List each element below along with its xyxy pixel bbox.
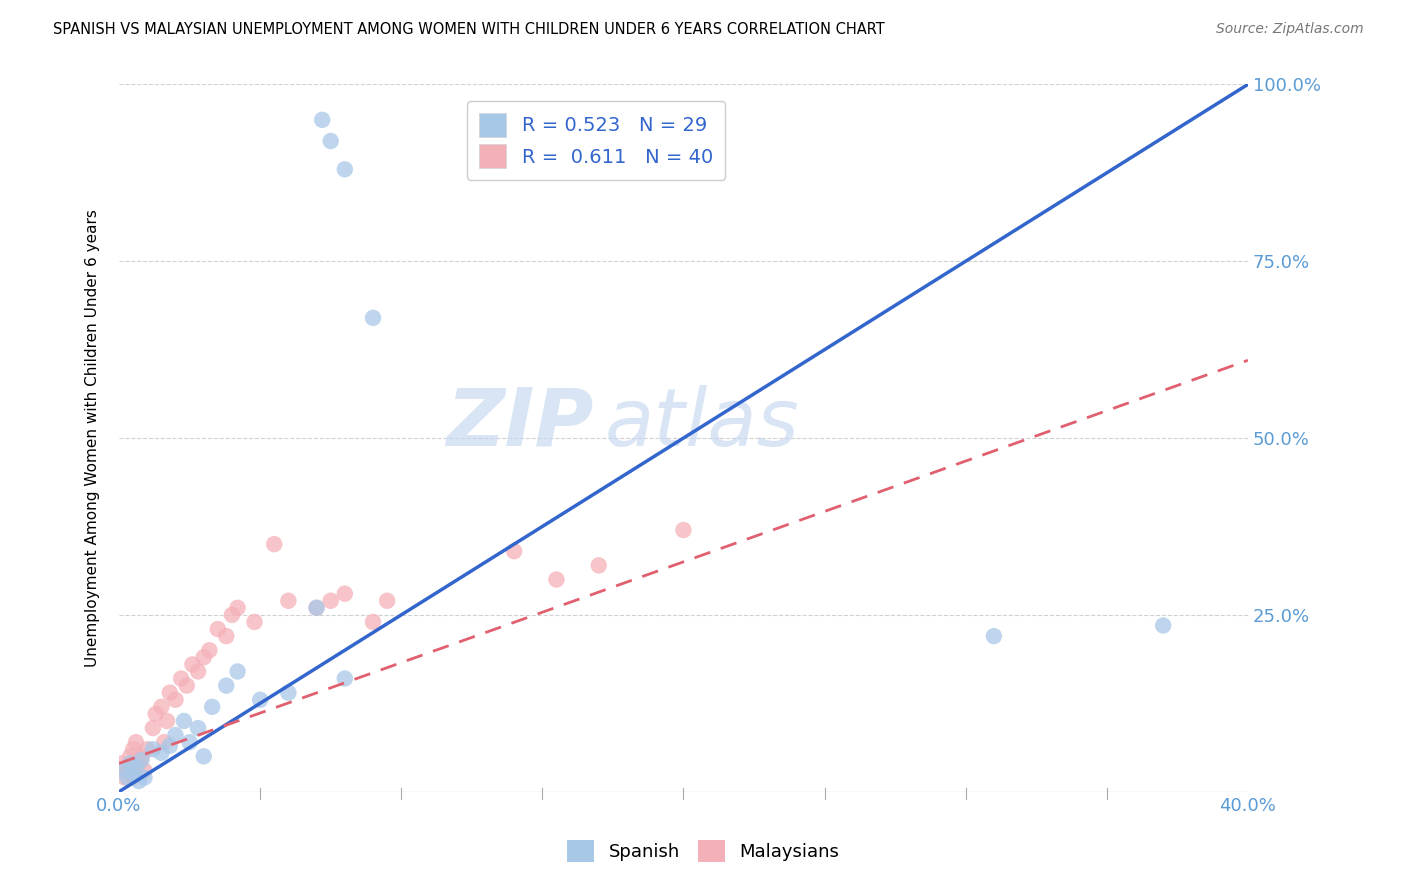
Point: [305, 600, 328, 615]
Point: [983, 629, 1005, 643]
Point: [546, 573, 568, 587]
Point: [361, 615, 384, 629]
Y-axis label: Unemployment Among Women with Children Under 6 years: Unemployment Among Women with Children U…: [86, 209, 100, 667]
Point: [136, 742, 159, 756]
Legend: Spanish, Malaysians: Spanish, Malaysians: [560, 833, 846, 870]
Point: [319, 593, 342, 607]
Point: [311, 112, 333, 127]
Point: [170, 672, 193, 686]
Point: [114, 764, 136, 778]
Point: [215, 679, 238, 693]
Point: [176, 679, 198, 693]
Point: [503, 544, 526, 558]
Point: [117, 771, 139, 785]
Point: [142, 721, 165, 735]
Point: [333, 672, 356, 686]
Point: [207, 622, 229, 636]
Point: [122, 742, 145, 756]
Point: [277, 686, 299, 700]
Point: [375, 593, 398, 607]
Text: SPANISH VS MALAYSIAN UNEMPLOYMENT AMONG WOMEN WITH CHILDREN UNDER 6 YEARS CORREL: SPANISH VS MALAYSIAN UNEMPLOYMENT AMONG …: [53, 22, 886, 37]
Point: [134, 764, 156, 778]
Point: [333, 587, 356, 601]
Point: [226, 600, 249, 615]
Point: [165, 728, 187, 742]
Point: [134, 771, 156, 785]
Point: [1152, 618, 1174, 632]
Point: [333, 162, 356, 177]
Point: [120, 749, 142, 764]
Point: [249, 692, 271, 706]
Point: [142, 742, 165, 756]
Point: [122, 767, 145, 781]
Point: [111, 756, 134, 771]
Point: [215, 629, 238, 643]
Text: ZIP: ZIP: [446, 385, 593, 463]
Point: [156, 714, 179, 728]
Point: [125, 760, 148, 774]
Point: [120, 756, 142, 771]
Point: [117, 764, 139, 778]
Point: [221, 607, 243, 622]
Point: [588, 558, 610, 573]
Point: [153, 735, 176, 749]
Point: [125, 735, 148, 749]
Point: [305, 600, 328, 615]
Point: [243, 615, 266, 629]
Point: [150, 746, 173, 760]
Point: [122, 771, 145, 785]
Point: [145, 706, 167, 721]
Point: [128, 774, 150, 789]
Point: [187, 721, 209, 735]
Point: [201, 699, 224, 714]
Point: [150, 699, 173, 714]
Text: Source: ZipAtlas.com: Source: ZipAtlas.com: [1216, 22, 1364, 37]
Point: [131, 753, 153, 767]
Point: [165, 692, 187, 706]
Point: [179, 735, 201, 749]
Point: [263, 537, 285, 551]
Text: atlas: atlas: [605, 385, 799, 463]
Point: [187, 665, 209, 679]
Point: [277, 593, 299, 607]
Point: [173, 714, 195, 728]
Point: [159, 739, 181, 753]
Point: [361, 310, 384, 325]
Point: [193, 749, 215, 764]
Legend: R = 0.523   N = 29, R =  0.611   N = 40: R = 0.523 N = 29, R = 0.611 N = 40: [467, 101, 724, 180]
Point: [226, 665, 249, 679]
Point: [128, 756, 150, 771]
Point: [193, 650, 215, 665]
Point: [181, 657, 204, 672]
Point: [159, 686, 181, 700]
Point: [114, 771, 136, 785]
Point: [131, 749, 153, 764]
Point: [672, 523, 695, 537]
Point: [198, 643, 221, 657]
Point: [319, 134, 342, 148]
